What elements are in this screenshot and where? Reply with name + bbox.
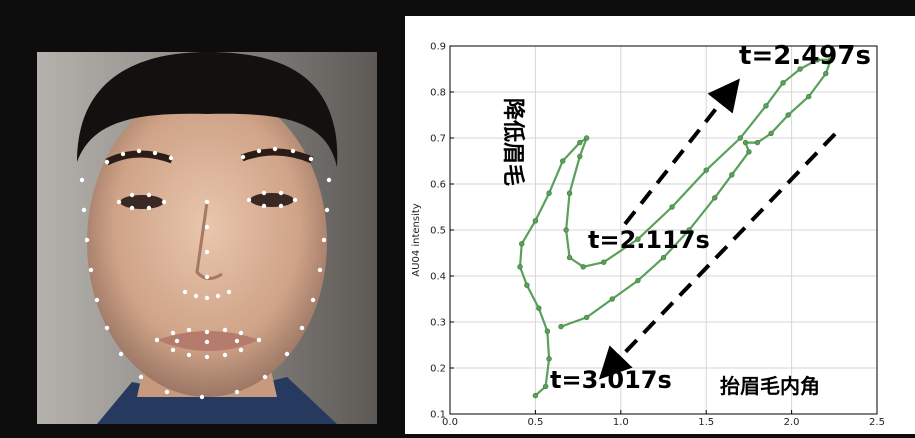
data-point: [558, 323, 564, 330]
x-tick-label: 0.5: [527, 417, 543, 428]
data-point: [712, 195, 718, 201]
data-point: [546, 190, 552, 196]
data-point: [546, 356, 552, 362]
arrow-down-dashed: [598, 132, 837, 380]
y-tick-label: 0.6: [430, 180, 446, 191]
data-point: [519, 241, 525, 247]
data-point: [560, 158, 566, 164]
data-point: [763, 103, 769, 109]
data-point: [746, 149, 752, 155]
data-point: [823, 70, 829, 77]
data-point: [580, 264, 586, 270]
y-tick-label: 0.8: [430, 88, 446, 99]
y-tick-label: 0.2: [430, 364, 446, 375]
axis-ticks: 0.0 0.5 1.0 1.5 2.0 2.5 0.1 0.2 0.3 0.4 0.5 0.6 0.7 0…: [430, 42, 885, 429]
x-tick-label: 2.0: [784, 417, 800, 428]
annotation-t2: t=2.117s: [588, 226, 710, 254]
annotation-t3: t=3.017s: [550, 366, 672, 394]
y-tick-label: 0.7: [430, 134, 446, 145]
data-point: [729, 172, 735, 178]
data-point: [686, 227, 692, 233]
y-tick-label: 0.5: [430, 226, 446, 237]
data-point: [635, 277, 641, 284]
y-tick-label: 0.9: [430, 42, 446, 53]
annotation-raise-inner-brow: 抬眉毛内角: [720, 374, 820, 398]
au04-chart: 0.0 0.5 1.0 1.5 2.0 2.5 0.1 0.2 0.3 0.4 0.5 0.6 0.7 0…: [411, 41, 885, 429]
data-point: [577, 139, 583, 146]
data-point: [577, 153, 583, 160]
data-point: [544, 328, 551, 334]
data-point: [768, 130, 774, 137]
data-point: [583, 314, 590, 321]
x-tick-label: 0.0: [442, 417, 458, 428]
landmark-points: [79, 146, 332, 400]
data-point: [583, 135, 590, 141]
data-point: [805, 93, 812, 100]
data-point: [754, 139, 761, 146]
data-point: [814, 57, 820, 63]
annotation-t1: t=2.497s: [739, 41, 871, 71]
face-image: [37, 52, 377, 424]
face: [87, 87, 327, 397]
y-tick-label: 0.1: [430, 410, 446, 421]
data-point: [517, 264, 523, 270]
data-point: [669, 204, 675, 210]
data-point: [828, 57, 834, 63]
x-tick-label: 2.5: [869, 417, 885, 428]
data-point: [566, 254, 573, 261]
data-point: [660, 254, 667, 261]
data-point: [524, 282, 530, 288]
data-point: [797, 66, 803, 72]
data-point: [563, 227, 569, 233]
x-tick-label: 1.5: [698, 417, 714, 428]
data-point: [532, 218, 539, 224]
data-point: [601, 259, 607, 265]
data-point: [703, 167, 709, 173]
data-point: [542, 383, 549, 390]
annotation-lower-brow: 降低眉毛: [500, 98, 525, 186]
data-point: [532, 392, 539, 399]
chart-panel: 0.0 0.5 1.0 1.5 2.0 2.5 0.1 0.2 0.3 0.4 0.5 0.6 0.7 0…: [405, 16, 915, 434]
y-axis-label: AU04 intensity: [411, 203, 422, 277]
data-point: [635, 236, 641, 242]
y-tick-label: 0.4: [430, 272, 446, 283]
data-point: [609, 296, 615, 302]
arrow-up-dashed: [623, 78, 740, 226]
data-point: [737, 135, 744, 141]
data-point: [566, 190, 573, 196]
y-tick-label: 0.3: [430, 318, 446, 329]
data-point: [785, 112, 791, 118]
series-au04: [517, 57, 834, 399]
data-point: [780, 80, 786, 86]
data-point: [536, 305, 542, 311]
hair: [77, 52, 338, 167]
data-point: [742, 139, 749, 146]
x-tick-label: 1.0: [613, 417, 629, 428]
face-landmarks-photo: [37, 52, 377, 424]
